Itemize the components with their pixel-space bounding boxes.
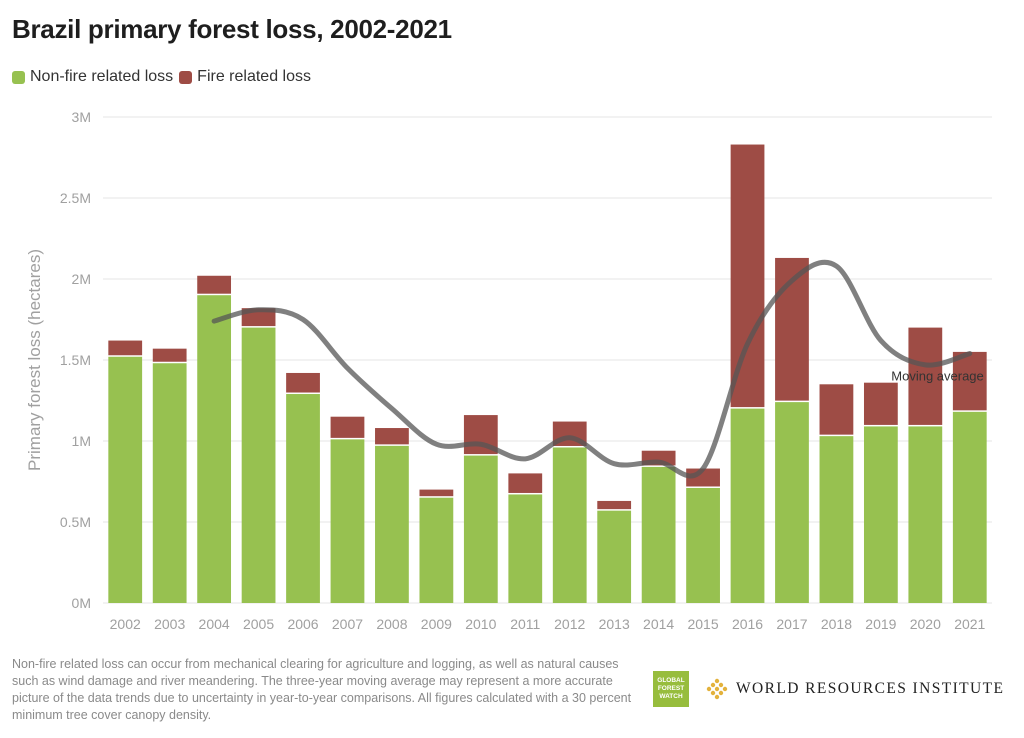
x-tick-label: 2004	[199, 616, 230, 632]
x-tick-label: 2007	[332, 616, 363, 632]
bar-fire	[819, 384, 854, 435]
x-tick-label: 2009	[421, 616, 452, 632]
bar-fire	[508, 473, 543, 493]
bar-non-fire	[152, 363, 187, 603]
bar-non-fire	[641, 466, 676, 603]
bar-fire	[863, 382, 898, 425]
x-tick-label: 2020	[910, 616, 941, 632]
bar-non-fire	[241, 327, 276, 603]
bar-non-fire	[419, 497, 454, 603]
global-forest-watch-logo: GLOBAL FOREST WATCH	[653, 671, 689, 707]
bar-fire	[152, 348, 187, 362]
x-tick-label: 2018	[821, 616, 852, 632]
x-tick-label: 2006	[287, 616, 318, 632]
x-tick-label: 2011	[510, 616, 540, 632]
bar-fire	[108, 340, 143, 356]
legend-item-fire[interactable]: Fire related loss	[179, 68, 311, 86]
x-tick-label: 2003	[154, 616, 185, 632]
y-tick-label: 0M	[72, 595, 91, 611]
legend-item-non-fire[interactable]: Non-fire related loss	[12, 68, 173, 86]
y-tick-label: 1.5M	[60, 352, 91, 368]
y-axis-label: Primary forest loss (hectares)	[25, 249, 44, 471]
bar-non-fire	[819, 436, 854, 603]
bar-non-fire	[286, 394, 320, 603]
chart-legend: Non-fire related loss Fire related loss	[12, 68, 317, 86]
x-tick-label: 2019	[865, 616, 896, 632]
bar-non-fire	[952, 411, 987, 603]
bar-non-fire	[508, 494, 543, 603]
bar-non-fire	[197, 295, 232, 603]
legend-label-non-fire: Non-fire related loss	[30, 68, 174, 85]
stacked-bar-chart: 0M 0.5M 1M 1.5M 2M 2.5M 3M Primary forest loss …	[25, 109, 992, 632]
bar-non-fire	[730, 408, 765, 603]
bar-non-fire	[375, 445, 409, 603]
y-tick-label: 3M	[72, 109, 91, 125]
y-tick-label: 1M	[72, 433, 91, 449]
bar-non-fire	[330, 439, 365, 603]
bar-fire	[286, 372, 320, 393]
chart-title: Brazil primary forest loss, 2002-2021	[12, 14, 452, 44]
x-tick-label: 2010	[465, 616, 496, 632]
bar-fire	[419, 489, 454, 497]
x-tick-label: 2002	[110, 616, 141, 632]
footnote: Non-fire related loss can occur from mec…	[12, 657, 632, 722]
bar-non-fire	[463, 455, 498, 603]
x-tick-label: 2013	[599, 616, 630, 632]
x-tick-label: 2014	[643, 616, 674, 632]
bar-fire	[375, 428, 409, 445]
x-tick-label: 2008	[376, 616, 407, 632]
bar-fire	[908, 327, 943, 425]
bar-fire	[952, 351, 987, 411]
moving-average-line	[211, 259, 973, 479]
legend-swatch-fire	[179, 70, 193, 84]
legend-swatch-non-fire	[12, 70, 25, 84]
x-tick-label: 2021	[954, 616, 985, 632]
bar-non-fire	[775, 402, 809, 603]
bar-non-fire	[108, 356, 143, 603]
y-tick-label: 2M	[72, 271, 91, 287]
wri-logo: WORLD RESOURCES INSTITUTE	[706, 678, 1004, 700]
y-tick-label: 0.5M	[60, 514, 91, 530]
bar-fire	[197, 275, 232, 294]
x-tick-label: 2005	[243, 616, 274, 632]
bar-non-fire	[686, 487, 720, 603]
gfw-logo-line-1: GLOBAL	[657, 677, 685, 684]
legend-label-fire: Fire related loss	[197, 68, 311, 85]
bar-fire	[730, 144, 765, 408]
gfw-logo-line-3: WATCH	[659, 693, 683, 700]
x-tick-label: 2016	[732, 616, 763, 632]
wri-mark-icon	[706, 678, 728, 700]
x-tick-label: 2017	[776, 616, 807, 632]
bar-non-fire	[908, 426, 943, 603]
x-tick-label: 2012	[554, 616, 585, 632]
bar-fire	[597, 500, 632, 510]
gfw-logo-line-2: FOREST	[657, 685, 685, 692]
bar-fire	[330, 416, 365, 438]
bar-non-fire	[552, 447, 587, 603]
moving-average-label: Moving average	[891, 369, 984, 384]
x-tick-label: 2015	[687, 616, 718, 632]
wri-wordmark: WORLD RESOURCES INSTITUTE	[736, 680, 1005, 697]
bar-non-fire	[597, 510, 632, 603]
bar-non-fire	[863, 426, 898, 603]
y-tick-label: 2.5M	[60, 190, 91, 206]
